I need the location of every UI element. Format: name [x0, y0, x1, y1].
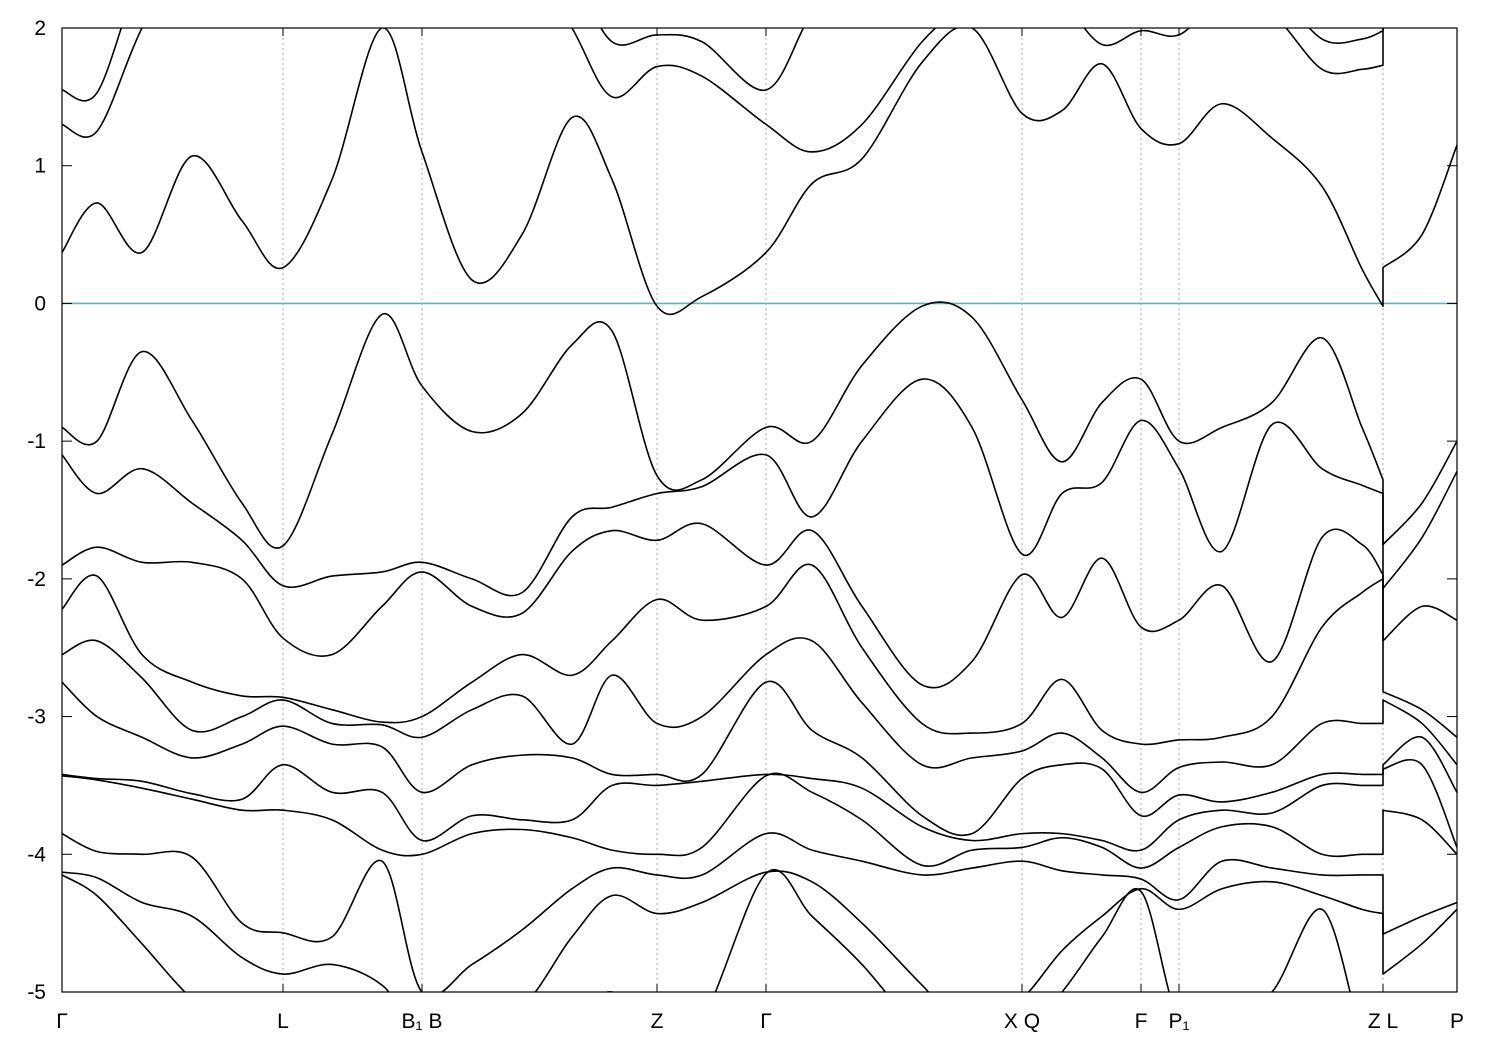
x-tick-label: Z L: [1368, 1010, 1398, 1033]
x-tick-label: L: [277, 1010, 289, 1033]
y-tick-label: 2: [34, 17, 46, 40]
y-tick-label: -2: [27, 568, 46, 591]
y-tick-label: -4: [27, 843, 46, 866]
band-line: [62, 28, 1384, 153]
band-line: [62, 832, 1457, 992]
x-tick-label: Γ: [760, 1010, 772, 1033]
band-line: [62, 563, 1457, 746]
plot-area: [62, 28, 1457, 992]
band-line: [62, 522, 1457, 689]
y-tick-label: 1: [34, 155, 46, 178]
y-tick-label: -3: [27, 706, 46, 729]
x-tick-label: X Q: [1004, 1010, 1040, 1033]
x-tick-label: Γ: [56, 1010, 68, 1033]
band-line: [62, 301, 1457, 549]
axes: Γ L B₁ B Z Γ X Q F P₁ Z L P -5 -4 -3 -2 -1 0 1 2: [27, 17, 1464, 1033]
band-line: [62, 759, 1457, 852]
band-line: [62, 637, 1457, 794]
x-tick-label: P₁: [1168, 1010, 1189, 1033]
band-line: [62, 28, 1384, 102]
y-tick-label: 0: [34, 292, 46, 315]
x-tick-label: Z: [651, 1010, 664, 1033]
plot-frame: [61, 27, 1458, 993]
x-tick-label: F: [1135, 1010, 1148, 1033]
band-line: [62, 772, 1457, 869]
band-line: [62, 680, 1457, 837]
band-line: [62, 870, 1457, 992]
x-tick-label: B₁ B: [402, 1010, 443, 1033]
y-tick-label: -1: [27, 430, 46, 453]
x-tick-label: P: [1450, 1010, 1464, 1033]
band-line: [62, 378, 1457, 597]
y-tick-label: -5: [27, 981, 46, 1004]
band-line: [62, 28, 1457, 316]
